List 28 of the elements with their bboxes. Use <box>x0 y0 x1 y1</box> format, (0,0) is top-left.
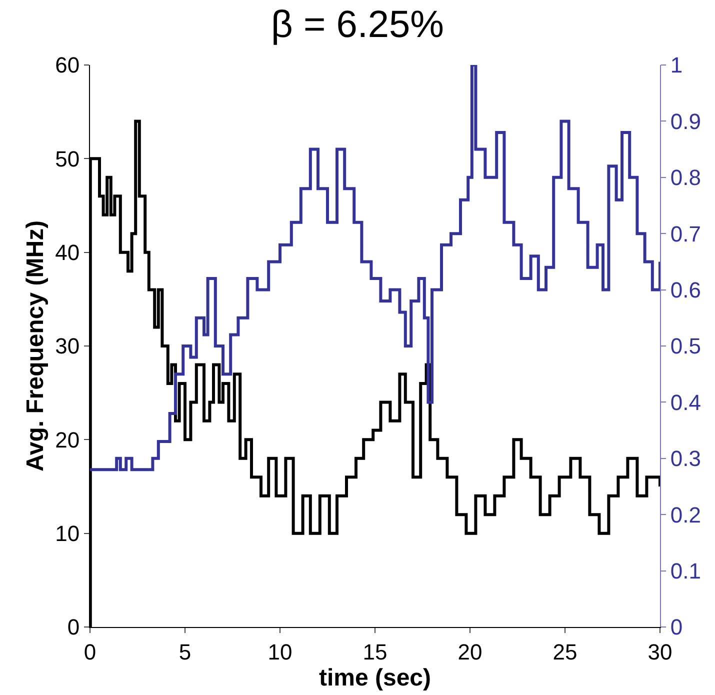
y2-tick-label: 0.2 <box>670 502 701 528</box>
chart-title: β = 6.25% <box>271 4 444 46</box>
y-tick-label: 50 <box>55 146 80 172</box>
y2-tick-label: 1 <box>670 52 683 78</box>
x-tick-label: 25 <box>552 639 578 664</box>
x-tick-label: 15 <box>362 639 388 664</box>
y-axis-title: Avg. Frequency (MHz) <box>22 220 50 472</box>
y-tick-label: 10 <box>55 521 80 546</box>
x-tick-label: 5 <box>178 639 192 664</box>
y2-tick-label: 0.4 <box>670 390 701 415</box>
y2-tick-label: 0.1 <box>670 558 701 584</box>
y-tick-label: 30 <box>55 334 80 359</box>
y-tick-label: 60 <box>55 52 80 78</box>
y-tick-label: 0 <box>67 614 80 640</box>
y-tick-label: 20 <box>55 427 80 452</box>
y-tick-label: 40 <box>55 240 80 266</box>
y2-tick-label: 0.6 <box>670 278 701 302</box>
x-axis-title: time (sec) <box>318 664 432 692</box>
y2-tick-label: 0.3 <box>670 446 701 472</box>
y2-tick-label: 0 <box>670 614 683 640</box>
x-tick-label: 30 <box>648 639 672 664</box>
y2-tick-label: 0.7 <box>670 221 701 246</box>
y2-tick-label: 0.5 <box>670 334 701 359</box>
y2-tick-label: 0.9 <box>670 108 701 134</box>
y2-tick-label: 0.8 <box>670 165 701 190</box>
x-tick-label: 20 <box>458 639 482 664</box>
x-tick-label: 10 <box>268 639 292 664</box>
x-tick-label: 0 <box>84 639 96 664</box>
